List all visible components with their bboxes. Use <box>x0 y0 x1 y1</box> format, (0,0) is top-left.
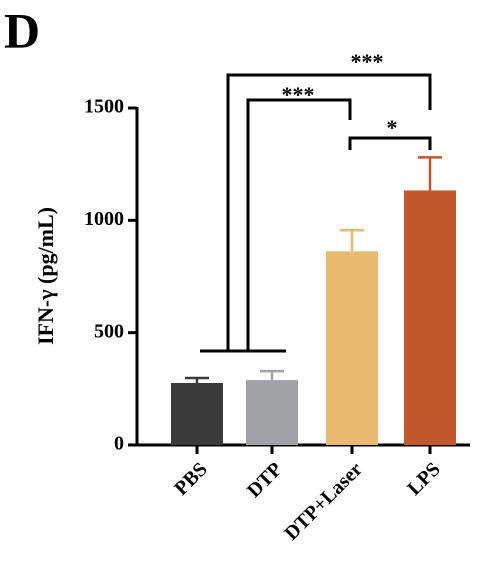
bar <box>171 382 223 445</box>
y-tick-label: 1000 <box>84 208 124 230</box>
x-tick-label: LPS <box>403 458 444 499</box>
x-tick-label: DTP+Laser <box>280 458 367 545</box>
y-axis-label: IFN-γ (pg/mL) <box>33 207 58 345</box>
significance-label: *** <box>351 49 384 74</box>
y-tick-label: 0 <box>114 433 124 455</box>
significance-label: * <box>387 115 398 140</box>
x-tick-label: PBS <box>170 458 211 499</box>
bracket <box>200 73 432 353</box>
significance-brackets <box>200 73 432 353</box>
bar <box>404 190 456 445</box>
bar <box>326 251 378 445</box>
significance-label: *** <box>282 82 315 107</box>
y-tick-label: 500 <box>94 320 124 342</box>
x-tick-label: DTP <box>243 458 287 502</box>
panel-label: D <box>4 2 40 58</box>
bar <box>246 380 298 445</box>
y-tick-label: 1500 <box>84 96 124 118</box>
